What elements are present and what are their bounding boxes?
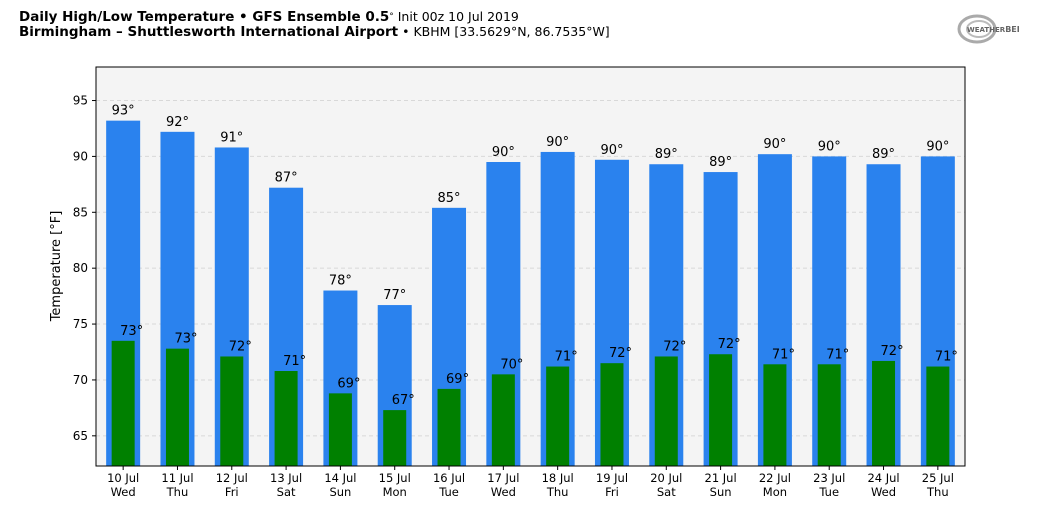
high-label: 92°: [166, 115, 189, 130]
high-label: 90°: [600, 143, 623, 158]
high-label: 91°: [220, 130, 243, 145]
x-tick-weekday: Mon: [763, 485, 787, 499]
y-tick-label: 75: [73, 317, 88, 331]
x-tick-date: 20 Jul: [650, 471, 682, 485]
title-degree: °: [389, 12, 394, 22]
y-tick-label: 65: [73, 429, 88, 443]
x-tick-date: 21 Jul: [705, 471, 737, 485]
x-tick-weekday: Tue: [818, 485, 839, 499]
low-bar: [491, 374, 515, 466]
low-bar: [220, 356, 244, 466]
low-label: 72°: [881, 344, 904, 359]
y-axis-label: Temperature [°F]: [49, 211, 64, 323]
x-tick-date: 12 Jul: [216, 471, 248, 485]
high-label: 85°: [438, 191, 461, 206]
low-label: 71°: [555, 350, 578, 365]
low-label: 70°: [500, 357, 523, 372]
y-tick-label: 90: [73, 149, 88, 163]
x-tick-weekday: Mon: [383, 485, 407, 499]
x-tick-weekday: Wed: [491, 485, 516, 499]
high-label: 90°: [492, 145, 515, 160]
low-label: 72°: [609, 346, 632, 361]
title-main: Daily High/Low Temperature • GFS Ensembl…: [19, 9, 390, 25]
x-tick-date: 11 Jul: [161, 471, 193, 485]
low-bar: [383, 410, 407, 466]
init-time: Init 00z 10 Jul 2019: [393, 9, 519, 24]
x-tick-date: 13 Jul: [270, 471, 302, 485]
high-label: 89°: [709, 155, 732, 170]
high-label: 93°: [112, 104, 135, 119]
x-tick-date: 15 Jul: [379, 471, 411, 485]
low-label: 72°: [718, 337, 741, 352]
low-bar: [111, 340, 135, 466]
y-tick-label: 70: [73, 373, 88, 387]
low-label: 73°: [174, 332, 197, 347]
weatherbell-logo: WEATHERBELL: [957, 14, 1019, 44]
x-tick-weekday: Sun: [329, 485, 351, 499]
low-label: 73°: [120, 324, 143, 339]
low-label: 67°: [392, 393, 415, 408]
chart-title: Daily High/Low Temperature • GFS Ensembl…: [19, 9, 519, 25]
x-tick-date: 24 Jul: [867, 471, 899, 485]
y-tick-label: 85: [73, 205, 88, 219]
low-label: 71°: [935, 350, 958, 365]
x-tick-date: 25 Jul: [922, 471, 954, 485]
low-label: 69°: [446, 372, 469, 387]
x-tick-date: 10 Jul: [107, 471, 139, 485]
high-label: 77°: [383, 288, 406, 303]
x-tick-weekday: Thu: [926, 485, 949, 499]
x-tick-date: 17 Jul: [487, 471, 519, 485]
high-label: 89°: [872, 147, 895, 162]
x-tick-weekday: Wed: [111, 485, 136, 499]
high-label: 90°: [546, 135, 569, 150]
low-label: 71°: [826, 347, 849, 362]
x-tick-date: 18 Jul: [542, 471, 574, 485]
x-tick-date: 19 Jul: [596, 471, 628, 485]
location-name: Birmingham – Shuttlesworth International…: [19, 24, 399, 40]
low-bar: [872, 360, 896, 466]
low-label: 72°: [229, 339, 252, 354]
low-bar: [709, 354, 733, 466]
x-tick-date: 22 Jul: [759, 471, 791, 485]
x-tick-weekday: Thu: [546, 485, 569, 499]
low-bar: [600, 363, 624, 466]
x-tick-date: 14 Jul: [324, 471, 356, 485]
low-bar: [654, 356, 678, 466]
x-tick-weekday: Sat: [657, 485, 676, 499]
high-label: 89°: [655, 147, 678, 162]
plot-frame: [95, 66, 966, 467]
high-label: 87°: [275, 171, 298, 186]
x-tick-date: 16 Jul: [433, 471, 465, 485]
low-label: 72°: [663, 339, 686, 354]
low-label: 71°: [772, 347, 795, 362]
high-label: 78°: [329, 274, 352, 289]
svg-text:WEATHERBELL: WEATHERBELL: [967, 25, 1019, 34]
low-bar: [763, 364, 787, 466]
location-title: Birmingham – Shuttlesworth International…: [19, 24, 610, 40]
location-detail: • KBHM [33.5629°N, 86.7535°W]: [398, 24, 610, 39]
x-tick-weekday: Tue: [438, 485, 459, 499]
low-bar: [274, 371, 298, 466]
x-tick-weekday: Sat: [277, 485, 296, 499]
low-bar: [546, 366, 570, 466]
low-bar: [437, 388, 461, 466]
low-label: 69°: [337, 376, 360, 391]
low-bar: [817, 364, 841, 466]
low-bar: [165, 348, 189, 466]
x-tick-weekday: Fri: [225, 485, 239, 499]
x-tick-weekday: Wed: [871, 485, 896, 499]
low-label: 71°: [283, 354, 306, 369]
high-label: 90°: [763, 137, 786, 152]
high-label: 90°: [926, 139, 949, 154]
high-label: 90°: [818, 139, 841, 154]
y-tick-label: 95: [73, 94, 88, 108]
low-bar: [926, 366, 950, 466]
x-tick-date: 23 Jul: [813, 471, 845, 485]
x-tick-weekday: Sun: [710, 485, 732, 499]
low-bar: [328, 393, 352, 466]
x-tick-weekday: Fri: [605, 485, 619, 499]
y-tick-label: 80: [73, 261, 88, 275]
x-tick-weekday: Thu: [166, 485, 189, 499]
